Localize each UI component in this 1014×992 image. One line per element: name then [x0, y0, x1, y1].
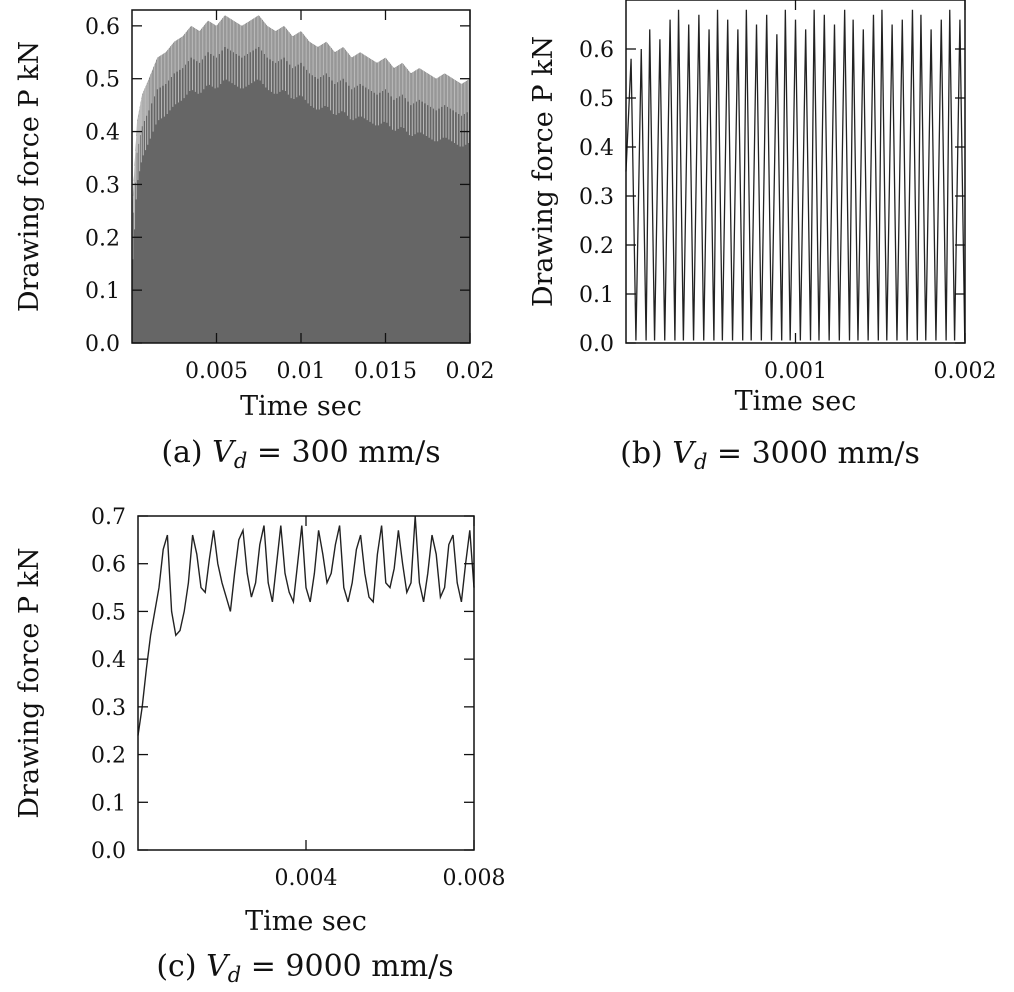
- y-tick-label-b-6: 0.6: [579, 38, 614, 63]
- y-tick-label-b-3: 0.3: [579, 185, 614, 210]
- area-a: [132, 15, 470, 344]
- y-tick-label-a-1: 0.1: [85, 279, 120, 304]
- y-axis-label-b: Drawing force P kN: [528, 36, 559, 307]
- x-tick-label-b-0: 0.001: [764, 359, 827, 384]
- x-axis-label-a: Time sec: [240, 391, 362, 422]
- y-tick-label-c-0: 0.0: [91, 839, 126, 864]
- y-tick-label-a-0: 0.0: [85, 332, 120, 357]
- y-tick-label-c-2: 0.2: [91, 744, 126, 769]
- y-tick-label-c-3: 0.3: [91, 696, 126, 721]
- x-tick-label-c-0: 0.004: [275, 866, 338, 891]
- chart-a: 0.0 0.1 0.2 0.3 0.4 0.5 0.6 0.005 0.01 0.015 0.02 T…: [14, 9, 495, 473]
- y-tick-label-b-0: 0.0: [579, 332, 614, 357]
- y-tick-label-b-4: 0.4: [579, 136, 614, 161]
- caption-c: (c) Vd = 9000 mm/s: [156, 949, 453, 987]
- series-line-b: [625, 9, 966, 341]
- y-tick-label-b-1: 0.1: [579, 283, 614, 308]
- x-tick-label-a-1: 0.01: [277, 359, 326, 384]
- y-tick-label-c-1: 0.1: [91, 791, 126, 816]
- y-tick-label-c-6: 0.6: [91, 553, 126, 578]
- chart-c: 0.0 0.1 0.2 0.3 0.4 0.5 0.6 0.7 0.004 0.008 Time s…: [14, 505, 505, 987]
- y-axis-label-a: Drawing force P kN: [14, 41, 45, 312]
- caption-b: (b) Vd = 3000 mm/s: [620, 436, 920, 474]
- y-tick-label-c-7: 0.7: [91, 505, 126, 530]
- y-tick-label-a-5: 0.5: [85, 68, 120, 93]
- chart-b: 0.0 0.1 0.2 0.3 0.4 0.5 0.6 0.001 0.002 Time sec D…: [528, 0, 996, 474]
- x-tick-label-a-0: 0.005: [185, 359, 248, 384]
- x-tick-label-a-3: 0.02: [446, 359, 495, 384]
- y-tick-label-a-2: 0.2: [85, 226, 120, 251]
- x-tick-label-b-1: 0.002: [934, 359, 997, 384]
- x-axis-label-c: Time sec: [245, 906, 367, 937]
- y-tick-label-b-2: 0.2: [579, 234, 614, 259]
- y-axis-label-c: Drawing force P kN: [14, 547, 45, 818]
- x-tick-label-a-2: 0.015: [354, 359, 417, 384]
- y-tick-label-b-5: 0.5: [579, 87, 614, 112]
- y-tick-label-c-5: 0.5: [91, 600, 126, 625]
- y-tick-label-a-4: 0.4: [85, 121, 120, 146]
- caption-a: (a) Vd = 300 mm/s: [161, 435, 440, 473]
- x-tick-label-c-1: 0.008: [443, 866, 506, 891]
- x-axis-label-b: Time sec: [735, 386, 857, 417]
- y-tick-label-c-4: 0.4: [91, 648, 126, 673]
- series-line-c: [137, 515, 475, 736]
- y-tick-label-a-6: 0.6: [85, 15, 120, 40]
- y-tick-label-a-3: 0.3: [85, 173, 120, 198]
- plot-frame-c: [137, 515, 475, 851]
